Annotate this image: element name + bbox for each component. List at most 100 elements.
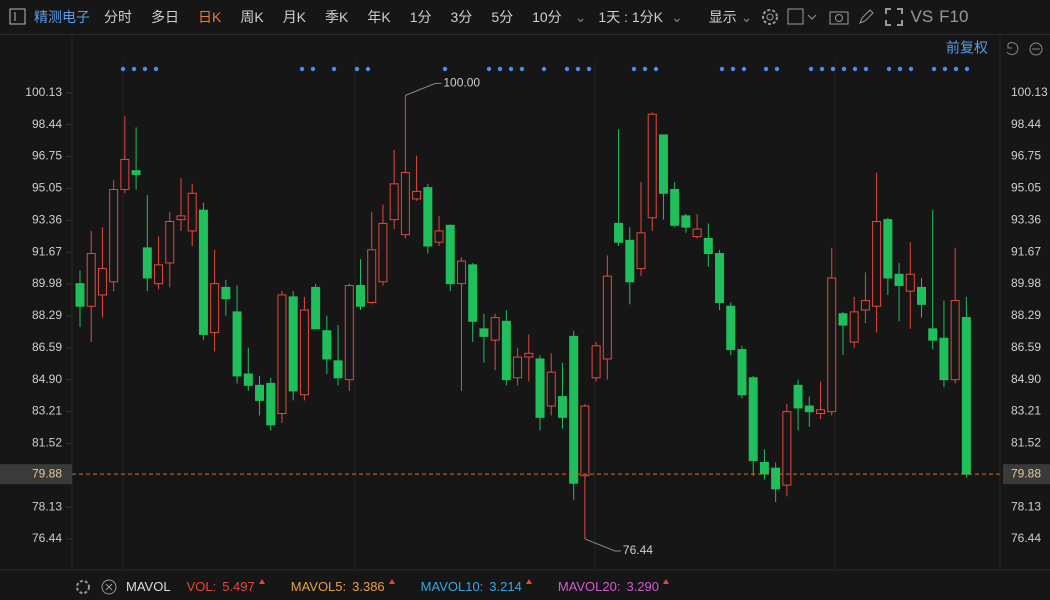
zoom-out-icon[interactable] — [1029, 42, 1043, 56]
indicator-settings-icon[interactable] — [74, 578, 92, 596]
indicator-trend — [525, 579, 532, 584]
candle-body — [501, 320, 511, 381]
dropdown-arrow[interactable]: ⌄ — [671, 8, 683, 25]
candle-body — [378, 222, 388, 283]
annotation-leader — [584, 538, 621, 552]
candle-body — [120, 158, 130, 191]
period-tab[interactable]: 分时 — [104, 9, 132, 25]
reset-icon[interactable] — [1006, 42, 1019, 56]
candle-body — [827, 277, 837, 413]
signal-dot — [741, 66, 747, 72]
period-tab[interactable]: 周K — [240, 9, 264, 25]
signal-dot — [841, 66, 847, 72]
current-price-box — [0, 464, 72, 485]
signal-dot — [730, 66, 736, 72]
signal-dot — [486, 66, 492, 72]
y-tick-label: 95.05 — [32, 181, 62, 195]
candle-body — [939, 337, 949, 381]
signal-dot — [365, 66, 371, 72]
indicator-value: 3.386 — [352, 579, 385, 594]
settings-icon[interactable] — [760, 7, 780, 27]
period-select[interactable]: 1天 : 1分K — [598, 9, 664, 25]
y-tick-label: 81.52 — [32, 435, 62, 449]
y-tick-label: 96.75 — [32, 149, 62, 163]
dropdown-arrow[interactable]: ⌄ — [740, 8, 753, 25]
signal-dot — [953, 66, 959, 72]
candle-body — [277, 294, 287, 415]
candle-body — [804, 405, 814, 413]
signal-dot — [931, 66, 937, 72]
signal-dot — [442, 66, 448, 72]
signal-dot — [541, 66, 547, 72]
shape-icon[interactable] — [786, 7, 820, 27]
candle-body — [322, 330, 332, 360]
y-tick-label: 84.90 — [32, 372, 62, 386]
candle-body — [367, 249, 377, 303]
y-tick-label-right: 83.21 — [1011, 404, 1041, 418]
candle-body — [412, 190, 422, 200]
candle-body — [344, 285, 354, 381]
candle-body — [928, 328, 938, 341]
current-price-label: 79.88 — [32, 466, 62, 480]
panel-icon[interactable] — [8, 7, 28, 27]
indicator-value: 5.497 — [222, 579, 255, 594]
period-tab[interactable]: 10分 — [532, 9, 562, 25]
candle-body — [479, 328, 489, 337]
candle-body — [187, 192, 197, 232]
period-tab[interactable]: 5分 — [491, 9, 514, 25]
y-tick-label: 78.13 — [32, 499, 62, 513]
fullscreen-icon[interactable] — [884, 7, 904, 27]
candle-body — [513, 356, 523, 379]
signal-dot — [564, 66, 570, 72]
adjust-button[interactable]: 前复权 — [946, 40, 988, 56]
period-tab[interactable]: 月K — [282, 9, 307, 25]
candle-body — [681, 215, 691, 228]
period-tab[interactable]: 季K — [325, 9, 349, 25]
y-tick-label: 86.59 — [32, 340, 62, 354]
candle-body — [917, 286, 926, 305]
y-tick-label-right: 84.90 — [1011, 372, 1041, 386]
signal-dot — [142, 66, 148, 72]
candle-body — [154, 264, 164, 285]
signal-dot — [310, 66, 316, 72]
candle-body — [445, 224, 455, 285]
f10-button[interactable]: F10 — [939, 7, 969, 26]
candle-body — [860, 300, 870, 311]
candle-body — [400, 172, 410, 236]
candle-body — [535, 358, 545, 418]
candle-body — [311, 286, 321, 330]
signal-dot — [774, 66, 780, 72]
signal-dot — [908, 66, 914, 72]
signal-dot — [653, 66, 659, 72]
candle-body — [883, 219, 893, 279]
candle-body — [232, 311, 242, 377]
dropdown-arrow[interactable]: ⌄ — [574, 8, 587, 25]
period-tab[interactable]: 多日 — [151, 9, 179, 25]
indicator-trend — [258, 579, 265, 584]
vs-button[interactable]: VS — [910, 7, 934, 26]
period-tab[interactable]: 日K — [198, 9, 222, 25]
y-tick-label-right: 98.44 — [1011, 117, 1041, 131]
candle-body — [580, 405, 590, 477]
candle-body — [165, 221, 175, 264]
stock-name[interactable]: 精测电子 — [34, 9, 90, 25]
period-tab[interactable]: 1分 — [409, 9, 432, 25]
period-tab[interactable]: 3分 — [450, 9, 473, 25]
signal-dot — [830, 66, 836, 72]
indicator-close-icon[interactable] — [100, 578, 118, 596]
candle-body — [703, 237, 713, 255]
camera-icon[interactable] — [828, 7, 850, 27]
candle-body — [614, 222, 624, 243]
signal-dot — [131, 66, 137, 72]
indicator-name[interactable]: MAVOL — [126, 579, 171, 594]
indicator-value: 3.214 — [489, 579, 522, 594]
period-tab[interactable]: 年K — [367, 9, 391, 25]
draw-icon[interactable] — [856, 7, 876, 27]
candle-body — [299, 309, 309, 396]
candle-body — [210, 283, 220, 334]
candle-body — [849, 311, 859, 343]
candle-body — [75, 283, 85, 307]
display-button[interactable]: 显示 — [708, 9, 737, 25]
